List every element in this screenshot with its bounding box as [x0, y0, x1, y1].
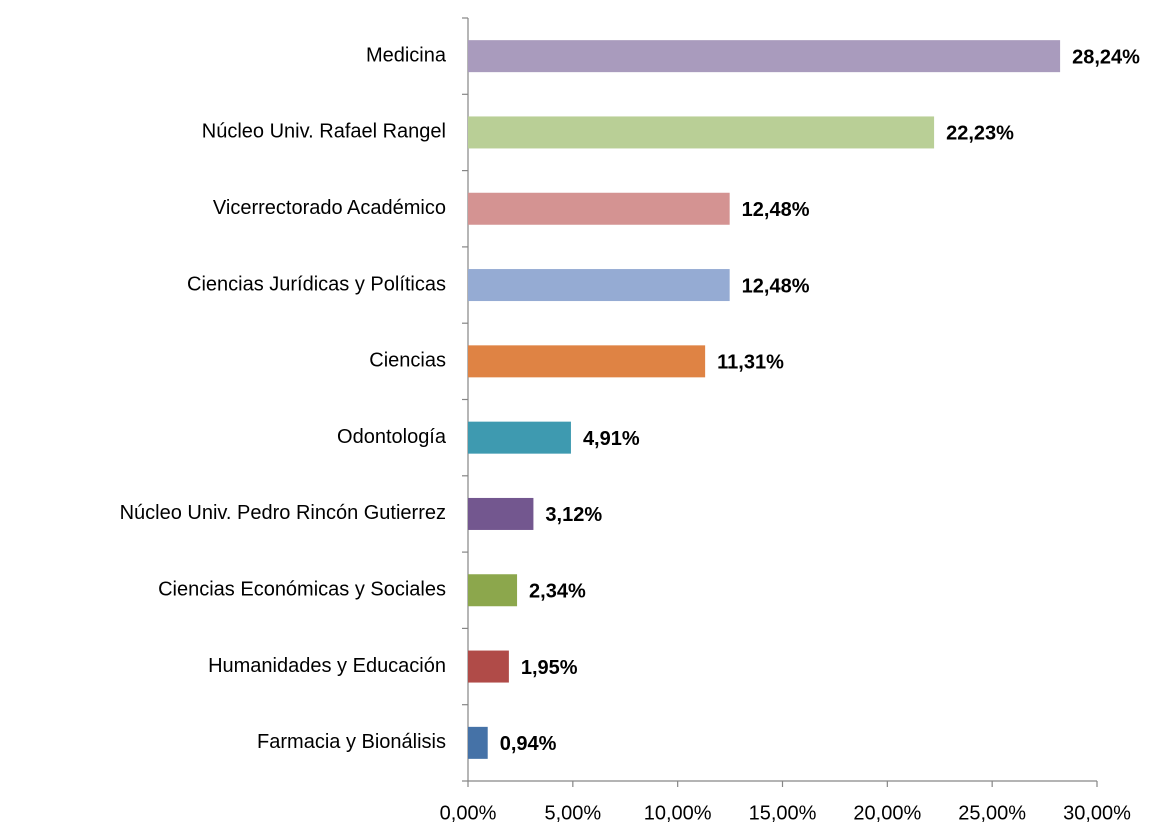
value-label: 1,95% [521, 657, 578, 679]
x-tick-label: 20,00% [853, 802, 921, 824]
bar [468, 421, 571, 454]
y-tick-label: Núcleo Univ. Pedro Rincón Gutierrez [120, 502, 446, 524]
value-label: 22,23% [946, 123, 1014, 145]
bar [468, 40, 1061, 73]
value-label: 0,94% [500, 733, 557, 755]
value-label: 3,12% [545, 504, 602, 526]
x-tick-label: 5,00% [544, 802, 601, 824]
y-tick-label: Ciencias Económicas y Sociales [158, 579, 446, 601]
bar [468, 574, 518, 607]
value-label: 11,31% [717, 352, 784, 374]
x-tick-label: 30,00% [1063, 802, 1131, 824]
y-tick-label: Humanidades y Educación [208, 655, 446, 677]
x-tick-label: 10,00% [644, 802, 712, 824]
value-label: 4,91% [583, 428, 640, 450]
bar [468, 726, 488, 759]
y-tick-label: Odontología [337, 426, 447, 448]
y-tick-label: Ciencias Jurídicas y Políticas [187, 273, 446, 295]
bar [468, 269, 730, 302]
y-tick-label: Farmacia y Bionálisis [257, 731, 446, 753]
y-tick-label: Núcleo Univ. Rafael Rangel [202, 121, 446, 143]
bar [468, 116, 935, 149]
bar [468, 497, 534, 530]
x-tick-label: 15,00% [749, 802, 817, 824]
y-tick-label: Vicerrectorado Académico [213, 197, 446, 219]
y-tick-label: Ciencias [369, 350, 446, 372]
bar [468, 650, 509, 683]
y-tick-label: Medicina [366, 44, 447, 66]
value-label: 2,34% [529, 581, 586, 603]
x-tick-label: 25,00% [958, 802, 1026, 824]
bar [468, 345, 706, 378]
value-label: 12,48% [742, 199, 810, 221]
x-tick-label: 0,00% [440, 802, 497, 824]
value-label: 12,48% [742, 275, 810, 297]
value-label: 28,24% [1072, 46, 1140, 68]
bar [468, 192, 730, 225]
